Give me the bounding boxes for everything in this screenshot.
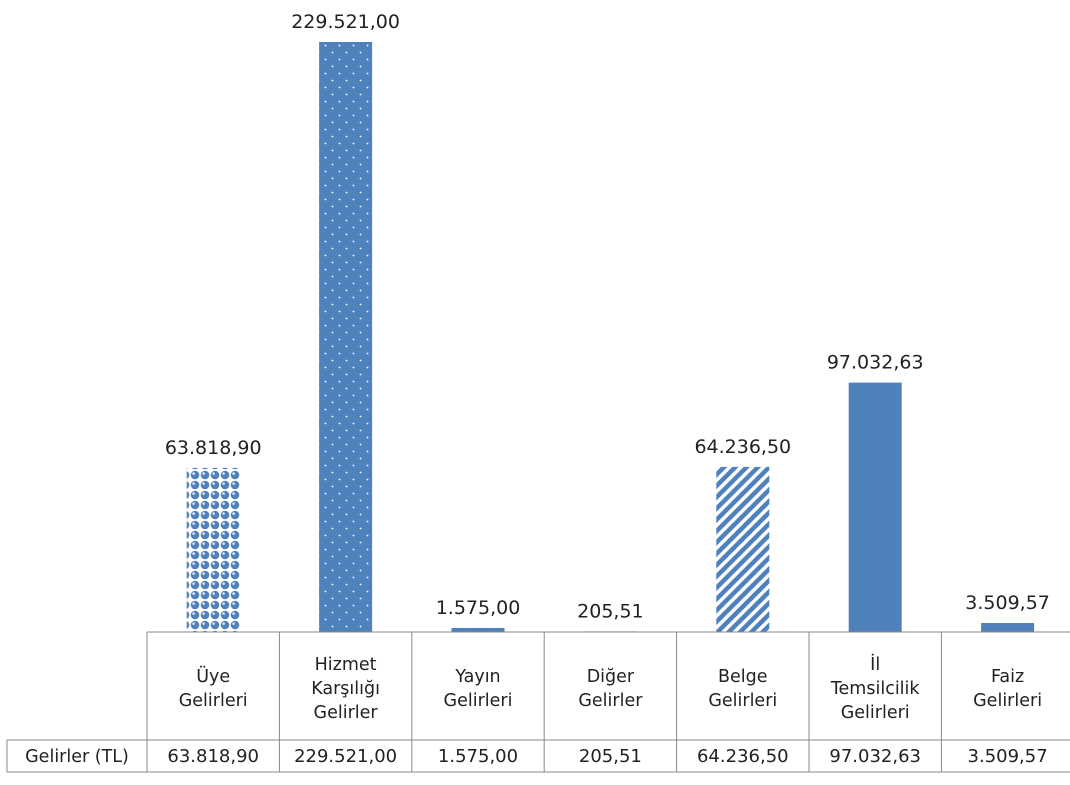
- category-label-line: Karşılığı: [311, 679, 380, 699]
- bar-6: [848, 382, 902, 632]
- category-label-5: Belge Gelirleri: [708, 667, 777, 711]
- category-label-4: Diğer Gelirler: [578, 667, 643, 711]
- table-value-5: 64.236,50: [697, 746, 789, 767]
- table-value-6: 97.032,63: [829, 746, 921, 767]
- data-label-1: 63.818,90: [165, 437, 262, 459]
- category-label-line: Gelirleri: [444, 691, 513, 711]
- category-label-2: Hizmet Karşılığı Gelirler: [311, 655, 380, 723]
- data-label-3: 1.575,00: [436, 597, 521, 619]
- category-label-line: Gelirleri: [841, 703, 910, 723]
- category-label-line: Yayın: [454, 667, 500, 687]
- bar-5: [716, 466, 770, 632]
- table-value-3: 1.575,00: [438, 746, 518, 767]
- table-value-2: 229.521,00: [294, 746, 397, 767]
- category-label-line: Hizmet: [315, 655, 377, 675]
- table-row-label: Gelirler (TL): [25, 747, 129, 767]
- category-label-6: İl Temsilcilik Gelirleri: [830, 654, 921, 723]
- data-label-4: 205,51: [577, 600, 643, 622]
- category-label-line: Üye: [196, 665, 230, 687]
- data-label-7: 3.509,57: [965, 592, 1050, 614]
- category-label-1: Üye Gelirleri: [179, 665, 248, 711]
- category-label-line: Gelirler: [314, 703, 379, 723]
- category-label-line: Belge: [718, 667, 768, 687]
- category-label-line: Gelirler: [578, 691, 643, 711]
- category-label-7: Faiz Gelirleri: [973, 667, 1042, 711]
- category-label-line: İl: [870, 654, 880, 675]
- table-value-4: 205,51: [579, 746, 642, 767]
- category-label-line: Gelirleri: [179, 691, 248, 711]
- category-label-3: Yayın Gelirleri: [444, 667, 513, 711]
- bar-3: [451, 628, 505, 632]
- bar-1: [186, 467, 240, 632]
- data-label-6: 97.032,63: [827, 352, 924, 374]
- category-label-line: Gelirleri: [973, 691, 1042, 711]
- category-label-line: Faiz: [991, 667, 1024, 687]
- category-label-line: Diğer: [587, 667, 635, 687]
- table-value-7: 3.509,57: [968, 746, 1048, 767]
- data-label-5: 64.236,50: [694, 436, 791, 458]
- bar-2: [319, 42, 373, 632]
- bar-7: [981, 623, 1035, 632]
- category-label-line: Temsilcilik: [830, 679, 921, 699]
- table-value-1: 63.818,90: [167, 746, 259, 767]
- data-label-2: 229.521,00: [291, 11, 400, 33]
- category-label-line: Gelirleri: [708, 691, 777, 711]
